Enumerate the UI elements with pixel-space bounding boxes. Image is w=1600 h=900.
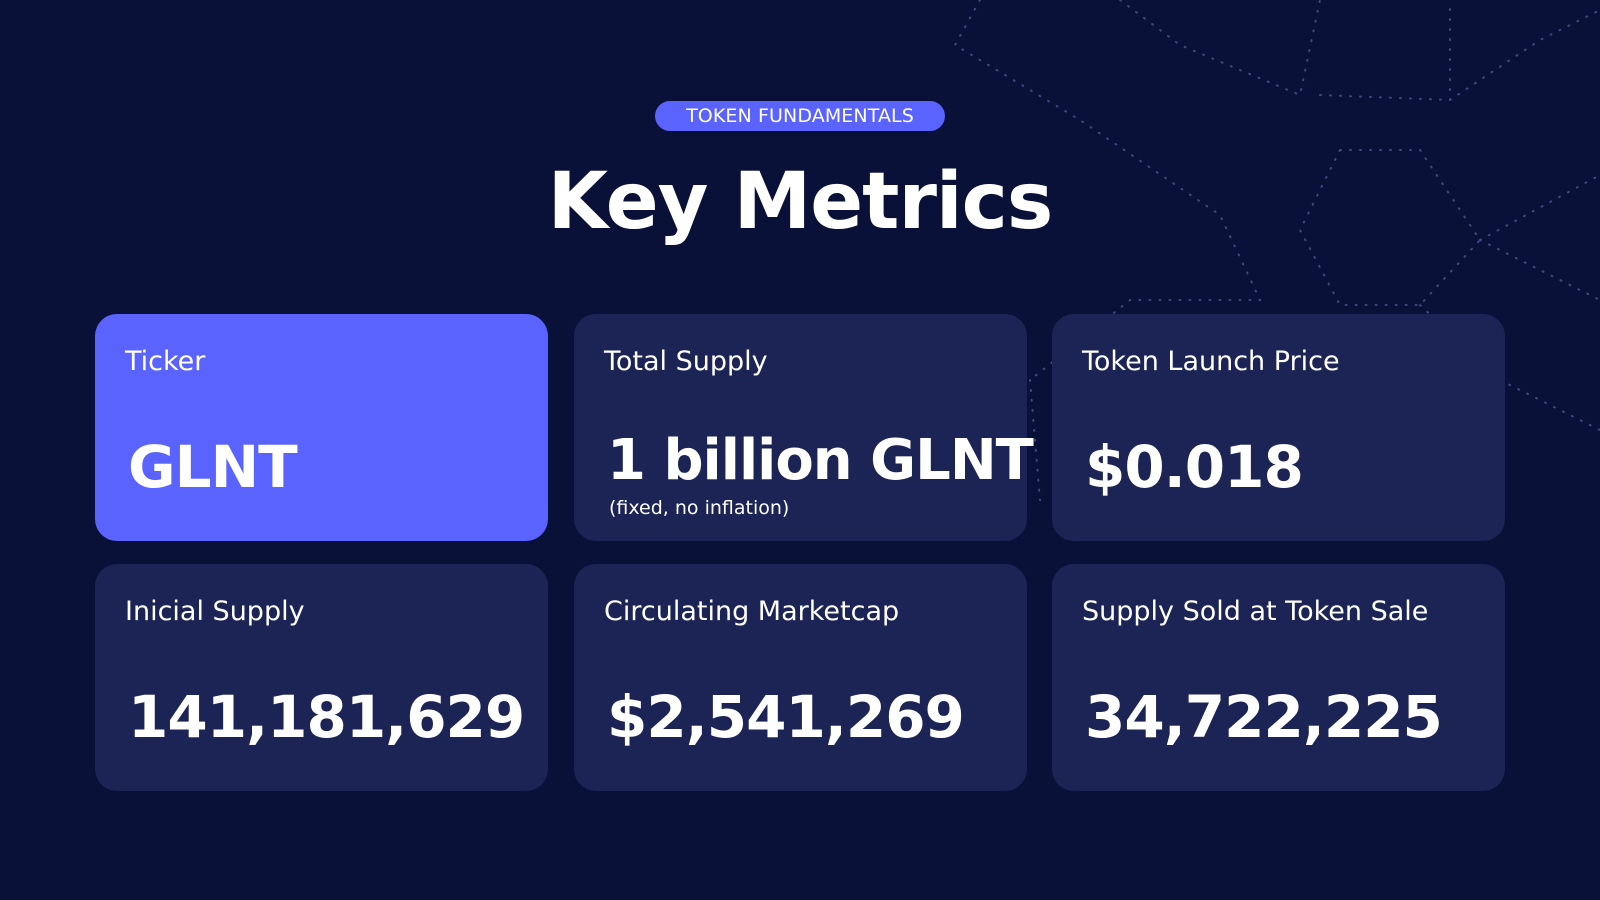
metric-label: Supply Sold at Token Sale — [1082, 596, 1429, 627]
metric-note: (fixed, no inflation) — [609, 497, 790, 519]
metric-card-initial-supply: Inicial Supply 141,181,629 — [95, 564, 548, 791]
metric-value: 141,181,629 — [128, 683, 525, 751]
metric-label: Circulating Marketcap — [604, 596, 900, 627]
metric-card-total-supply: Total Supply 1 billion GLNT (fixed, no i… — [574, 314, 1034, 541]
metric-label: Total Supply — [604, 346, 768, 377]
metric-value: GLNT — [128, 433, 298, 501]
section-tag: TOKEN FUNDAMENTALS — [655, 101, 945, 131]
metric-value: $0.018 — [1085, 433, 1304, 501]
page-title: Key Metrics — [547, 157, 1054, 247]
metric-value: $2,541,269 — [607, 683, 965, 751]
metric-label: Ticker — [125, 346, 206, 377]
metric-card-launch-price: Token Launch Price $0.018 — [1052, 314, 1505, 541]
metric-card-circulating-marketcap: Circulating Marketcap $2,541,269 — [574, 564, 1027, 791]
metric-label: Inicial Supply — [125, 596, 305, 627]
metric-label: Token Launch Price — [1082, 346, 1340, 377]
metric-value: 34,722,225 — [1085, 683, 1443, 751]
metric-card-supply-sold: Supply Sold at Token Sale 34,722,225 — [1052, 564, 1505, 791]
metric-card-ticker: Ticker GLNT — [95, 314, 548, 541]
metric-value: 1 billion GLNT — [607, 428, 1034, 493]
